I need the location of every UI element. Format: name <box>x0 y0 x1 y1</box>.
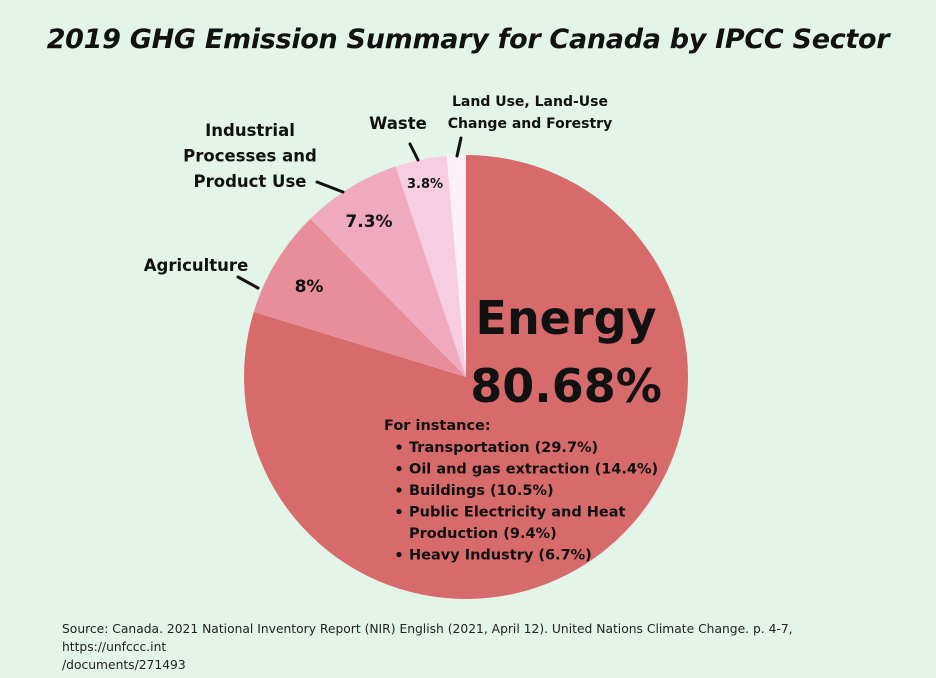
land-use-leader-line <box>455 136 463 158</box>
industrial-leader-line <box>315 180 345 194</box>
bullet-icon <box>396 508 402 515</box>
energy-note-item-5-line-1: Heavy Industry (6.7%) <box>409 548 592 564</box>
agriculture-percent-label: 8% <box>295 277 324 297</box>
waste-percent-label: 3.8% <box>407 177 443 192</box>
energy-note-item-4-line-1: Public Electricity and Heat <box>409 505 626 521</box>
source-line-1: Source: Canada. 2021 National Inventory … <box>62 622 793 654</box>
bullet-icon <box>396 487 402 493</box>
waste-name-label: Waste <box>369 114 427 133</box>
industrial-name-label-line-2: Processes and <box>183 147 317 166</box>
industrial-name-label-line-1: Industrial <box>205 121 295 140</box>
energy-percent-label: 80.68% <box>470 359 662 413</box>
energy-note-item-1-line-1: Transportation (29.7%) <box>409 440 598 456</box>
chart-title: 2019 GHG Emission Summary for Canada by … <box>46 24 890 55</box>
pie-slice-land-use-land-use-change-and-forestry <box>446 155 466 377</box>
bullet-icon <box>396 444 402 450</box>
energy-note-heading: For instance: <box>384 418 491 434</box>
land-use-name-label-line-2: Change and Forestry <box>448 116 612 132</box>
energy-note-item-2-line-1: Oil and gas extraction (14.4%) <box>409 462 658 478</box>
waste-leader-line <box>408 142 420 162</box>
industrial-name-label-line-3: Product Use <box>194 172 307 191</box>
industrial-percent-label: 7.3% <box>345 212 392 232</box>
energy-note-item-4-line-2: Production (9.4%) <box>409 526 557 542</box>
source-line-2: /documents/271493 <box>62 658 186 672</box>
pie-slice-industrial-processes-and-product-use <box>310 166 466 377</box>
bullet-icon <box>396 465 402 472</box>
pie-slice-agriculture <box>253 218 466 377</box>
energy-note-item-3-line-1: Buildings (10.5%) <box>409 483 554 499</box>
pie-slice-energy <box>244 155 689 599</box>
bullet-icon <box>396 551 402 558</box>
pie-slice-waste <box>395 155 466 377</box>
source-note: Source: Canada. 2021 National Inventory … <box>62 620 882 674</box>
agriculture-leader-line <box>236 275 260 290</box>
energy-name-label: Energy <box>476 291 657 345</box>
land-use-name-label-line-1: Land Use, Land-Use <box>452 94 608 110</box>
agriculture-name-label: Agriculture <box>144 256 249 275</box>
